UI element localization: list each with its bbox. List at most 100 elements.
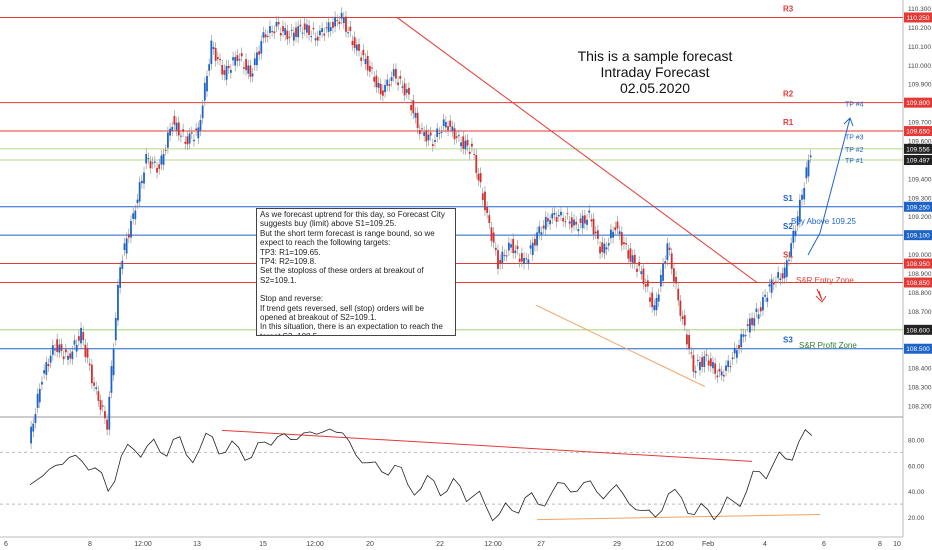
candle-body [501, 251, 504, 264]
candle-body [308, 25, 310, 35]
candle-body [175, 122, 178, 131]
level-price-tag-text: 108.500 [906, 346, 930, 353]
forecast-title: This is a sample forecast Intraday Forec… [560, 48, 750, 96]
level-price-tag [904, 126, 932, 137]
candle-body [518, 258, 521, 262]
candle-body [670, 253, 673, 269]
candle-body [657, 294, 660, 302]
level-label: R3 [783, 4, 794, 13]
candle-body [184, 141, 187, 144]
candle-body [514, 250, 517, 254]
candle-body [99, 400, 102, 410]
candle-body [166, 132, 169, 148]
level-price-tag-text: 109.800 [906, 100, 930, 107]
candle-body [727, 360, 730, 367]
candle-body [785, 260, 788, 277]
candle-body [653, 305, 656, 311]
note-paragraph-2: Stop and reverse: If trend gets reversed… [260, 294, 443, 335]
candle-body [208, 64, 211, 71]
candle-body [629, 248, 632, 262]
price-tick-label: 108.200 [908, 404, 932, 411]
level-price-tag-text: 109.100 [906, 233, 930, 240]
rsi-line [29, 428, 813, 522]
candle-body [49, 355, 52, 363]
candle-body [329, 27, 332, 31]
candle-body [145, 153, 148, 164]
candle-body [90, 364, 93, 384]
candle-body [171, 126, 174, 131]
candle-body [583, 215, 586, 224]
candle-body [395, 68, 397, 79]
price-tick-label: 108.300 [908, 385, 932, 392]
candle-body [421, 128, 423, 130]
price-tick-label: 110.300 [908, 6, 931, 13]
candle-body [123, 243, 126, 251]
candle-body [768, 284, 771, 287]
candle-body [779, 278, 782, 281]
candle-body [138, 182, 141, 202]
rsi-tick-label: 40.00 [908, 489, 925, 496]
candle-body [169, 128, 171, 136]
candle-body [273, 31, 276, 34]
candle-body [775, 281, 777, 283]
time-tick-label: 8 [88, 541, 92, 548]
candle-body [805, 167, 808, 179]
candle-body [158, 164, 161, 169]
candle-body [256, 52, 258, 66]
candle-body [203, 82, 206, 101]
candle-body [679, 300, 682, 316]
candle-body [162, 154, 165, 165]
candle-body [151, 162, 154, 164]
candle-body [555, 216, 558, 222]
candle-body [323, 33, 326, 36]
candle-body [616, 221, 619, 229]
candle-body [160, 155, 163, 165]
candle-body [690, 352, 693, 354]
candle-body [355, 44, 358, 51]
candle-body [314, 38, 317, 41]
candle-body [642, 268, 645, 284]
candle-body [199, 120, 202, 131]
candle-body [596, 230, 599, 239]
candle-body [305, 24, 308, 33]
candle-body [62, 356, 65, 360]
candle-body [75, 344, 78, 352]
candle-body [655, 297, 658, 311]
candle-body [266, 35, 269, 37]
candle-body [264, 34, 267, 38]
candle-body [373, 76, 376, 82]
candle-body [662, 263, 664, 281]
candle-body [709, 358, 712, 367]
candle-body [649, 297, 651, 302]
candle-body [117, 284, 119, 321]
candle-body [282, 26, 284, 32]
candle-body [688, 334, 690, 349]
support-trendline [535, 304, 706, 388]
price-tick-label: 109.600 [908, 139, 932, 146]
level-price-tag-text: 109.250 [906, 204, 930, 211]
candle-body [588, 210, 591, 213]
candle-body [80, 327, 82, 344]
candle-body [54, 349, 56, 351]
candle-body [286, 30, 289, 40]
tp-label: TP #4 [845, 101, 864, 108]
candle-body [525, 258, 528, 260]
candle-body [149, 161, 152, 169]
price-tick-label: 108.900 [908, 271, 932, 278]
candle-body [659, 274, 662, 287]
candle-body [644, 284, 647, 287]
candle-body [479, 173, 482, 183]
candle-body [41, 381, 43, 385]
level-label: R2 [783, 90, 794, 99]
candle-body [188, 133, 191, 144]
candle-body [418, 130, 421, 134]
candle-body [325, 27, 328, 29]
title-line-1: This is a sample forecast [577, 48, 733, 64]
time-tick-label: 12:00 [484, 541, 502, 548]
candle-body [620, 232, 623, 246]
candle-body [193, 139, 195, 142]
candle-body [312, 27, 315, 30]
time-tick-label: 13 [193, 541, 201, 548]
candle-body [349, 26, 352, 32]
